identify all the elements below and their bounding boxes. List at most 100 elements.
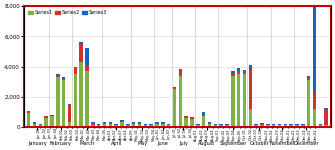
Bar [103,122,106,123]
Bar [45,118,48,127]
Bar [39,124,42,125]
Bar [185,116,188,118]
Bar [149,125,153,127]
Bar [27,112,30,113]
Bar [289,125,293,127]
Bar [289,124,293,125]
Bar [85,48,89,65]
Bar [284,124,287,125]
Bar [85,71,89,127]
Bar [196,125,200,127]
Bar [179,76,182,127]
Bar [161,124,164,127]
Bar [208,123,211,124]
Bar [103,124,106,127]
Bar [219,125,223,127]
Bar [120,120,124,121]
Bar [155,124,159,127]
Bar [243,74,246,127]
Bar [185,118,188,127]
Bar [190,117,194,118]
Bar [33,123,36,124]
Bar [301,124,305,125]
Bar [313,0,316,91]
Bar [249,65,252,70]
Bar [50,115,54,116]
Bar [109,123,112,124]
Bar [249,70,252,109]
Bar [319,125,322,127]
Bar [74,67,77,68]
Bar [79,42,83,44]
Bar [167,125,171,127]
Bar [313,109,316,127]
Bar [149,124,153,125]
Bar [243,71,246,74]
Bar [161,122,164,123]
Bar [155,123,159,124]
Bar [173,89,176,127]
Bar [196,124,200,125]
Bar [126,124,130,125]
Bar [155,122,159,123]
Bar [272,125,275,127]
Bar [255,125,258,127]
Bar [120,122,124,127]
Bar [179,70,182,76]
Bar [161,123,164,124]
Bar [324,108,328,109]
Bar [167,124,171,125]
Bar [45,116,48,118]
Bar [27,111,30,112]
Bar [243,70,246,71]
Bar [307,77,311,80]
Bar [231,76,234,127]
Bar [202,116,205,127]
Bar [115,124,118,125]
Bar [202,112,205,115]
Bar [79,62,83,127]
Bar [91,123,95,125]
Bar [120,121,124,122]
Bar [173,87,176,88]
Bar [56,74,60,76]
Bar [74,74,77,127]
Bar [62,80,65,127]
Bar [237,71,241,74]
Bar [324,125,328,127]
Bar [132,122,135,123]
Bar [132,123,135,124]
Bar [97,124,100,125]
Bar [56,77,60,127]
Bar [208,122,211,123]
Bar [214,124,217,125]
Bar [138,123,141,124]
Bar [272,124,275,125]
Bar [91,125,95,127]
Bar [132,124,135,127]
Bar [91,122,95,123]
Bar [50,116,54,127]
Bar [126,125,130,127]
Bar [255,124,258,125]
Bar [295,125,299,127]
Bar [190,119,194,127]
Bar [27,113,30,127]
Bar [62,77,65,79]
Bar [74,68,77,74]
Bar [68,104,71,105]
Bar [103,123,106,124]
Bar [249,109,252,127]
Bar [237,74,241,127]
Bar [33,122,36,123]
Bar [173,88,176,89]
Bar [68,122,71,127]
Bar [237,68,241,71]
Bar [62,79,65,80]
Legend: Series1, Series2, Series3: Series1, Series2, Series3 [26,9,108,16]
Bar [56,76,60,77]
Bar [324,109,328,125]
Bar [301,125,305,127]
Bar [260,124,264,125]
Bar [179,69,182,70]
